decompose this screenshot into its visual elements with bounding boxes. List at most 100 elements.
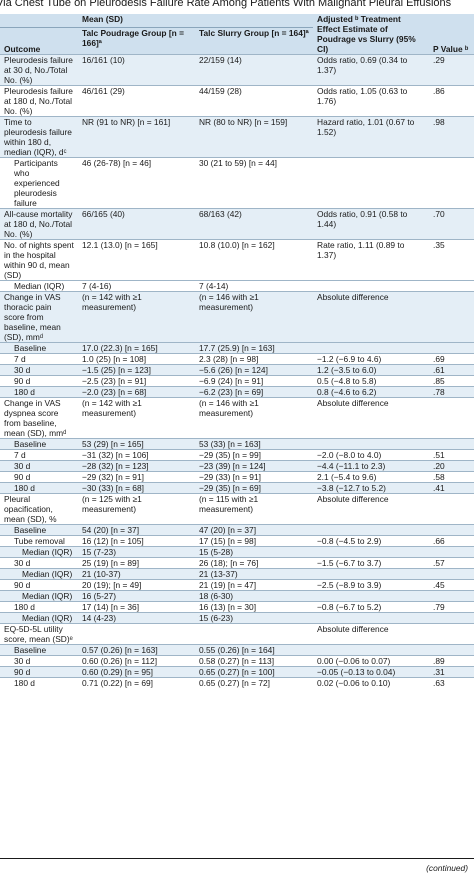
cell-outcome: 7 d bbox=[14, 450, 26, 460]
cell-p-value: .85 bbox=[433, 376, 445, 386]
cell-slurry: −23 (39) [n = 124] bbox=[195, 460, 314, 472]
table-row: Median (IQR) 15 (7-23) 15 (5-28) bbox=[0, 546, 474, 558]
table-row: Baseline 0.57 (0.26) [n = 163] 0.55 (0.26)… bbox=[0, 644, 474, 656]
cell-p-value bbox=[429, 158, 474, 209]
cell-poudrage: 20 (19); [n = 49] bbox=[82, 580, 142, 590]
cell-p-value: .69 bbox=[433, 354, 445, 364]
cell-poudrage: 54 (20) [n = 37] bbox=[78, 524, 195, 536]
cell-poudrage bbox=[78, 624, 195, 645]
table-row: 90 d −29 (32) [n = 91] −29 (33) [n = 91] 2.… bbox=[0, 471, 474, 483]
cell-p-value: .58 bbox=[433, 472, 445, 482]
table-row: 90 d −2.5 (23) [n = 91] −6.9 (24) [n = 91]… bbox=[0, 375, 474, 387]
cell-p-value bbox=[429, 342, 474, 354]
table-row: 180 d 0.71 (0.22) [n = 69] 0.65 (0.27) [n … bbox=[0, 677, 474, 689]
cell-effect: Odds ratio, 1.05 (0.63 to 1.76) bbox=[317, 86, 408, 106]
cell-effect: 0.00 (−0.06 to 0.07) bbox=[317, 656, 391, 666]
table-row: Median (IQR) 16 (5-27) 18 (6-30) bbox=[0, 590, 474, 602]
cell-outcome: Median (IQR) bbox=[0, 568, 78, 580]
table-row: Pleurodesis failure at 30 d, No./Total N… bbox=[0, 54, 474, 86]
cell-slurry: 15 (5-28) bbox=[195, 546, 314, 558]
cell-p-value bbox=[429, 644, 474, 656]
cell-outcome: 180 d bbox=[14, 678, 35, 688]
cell-slurry: −5.6 (26) [n = 124] bbox=[195, 364, 314, 376]
header-p-value: P Value ᵇ bbox=[429, 14, 474, 55]
cell-effect: Odds ratio, 0.69 (0.34 to 1.37) bbox=[313, 54, 430, 86]
cell-p-value bbox=[429, 524, 474, 536]
cell-p-value bbox=[429, 612, 474, 624]
cell-effect bbox=[313, 281, 429, 292]
cell-poudrage: 0.60 (0.29) [n = 95] bbox=[78, 666, 195, 678]
header-poudrage: Talc Poudrage Group [n = 166]ª bbox=[78, 27, 195, 55]
table-row: 7 d −31 (32) [n = 106] −29 (35) [n = 99] −2… bbox=[0, 449, 474, 461]
cell-outcome: Baseline bbox=[0, 524, 78, 536]
cell-p-value: .70 bbox=[429, 208, 474, 240]
cell-p-value: .41 bbox=[429, 482, 474, 494]
cell-slurry: NR (80 to NR) [n = 159] bbox=[195, 116, 314, 158]
cell-poudrage: (n = 125 with ≥1 measurement) bbox=[82, 494, 142, 514]
cell-outcome: No. of nights spent in the hospital with… bbox=[4, 240, 74, 280]
cell-effect: −4.4 (−11.1 to 2.3) bbox=[313, 460, 430, 472]
cell-slurry: 44/159 (28) bbox=[199, 86, 242, 96]
table-row: 90 d 0.60 (0.29) [n = 95] 0.65 (0.27) [n =… bbox=[0, 666, 474, 678]
cell-effect: −3.8 (−12.7 to 5.2) bbox=[313, 482, 430, 494]
cell-effect bbox=[313, 568, 430, 580]
cell-effect bbox=[313, 342, 430, 354]
cell-outcome: Baseline bbox=[0, 644, 78, 656]
cell-p-value bbox=[429, 546, 474, 558]
cell-outcome: Baseline bbox=[0, 342, 78, 354]
cell-effect: −2.5 (−8.9 to 3.9) bbox=[317, 580, 382, 590]
cell-p-value: .86 bbox=[433, 86, 445, 96]
cell-outcome: Change in VAS thoracic pain score from b… bbox=[0, 291, 78, 343]
cell-poudrage: 7 (4-16) bbox=[82, 281, 112, 291]
cell-effect: −0.05 (−0.13 to 0.04) bbox=[313, 666, 430, 678]
cell-p-value: .63 bbox=[433, 678, 445, 688]
cell-p-value bbox=[429, 624, 474, 645]
table-row: 180 d 17 (14) [n = 36] 16 (13) [n = 30] −0.… bbox=[0, 601, 474, 613]
cell-poudrage: 0.71 (0.22) [n = 69] bbox=[82, 678, 154, 688]
footer-rule bbox=[0, 858, 474, 859]
cell-p-value bbox=[429, 291, 474, 343]
cell-outcome: 30 d bbox=[14, 558, 31, 568]
cell-slurry: 17.7 (25.9) [n = 163] bbox=[195, 342, 314, 354]
cell-slurry: 26 (18); [n = 76] bbox=[199, 558, 259, 568]
results-table: Mean (SD) Adjusted ᵇ Treatment Effect Es… bbox=[0, 14, 474, 688]
cell-poudrage: 17 (14) [n = 36] bbox=[82, 602, 140, 612]
cell-p-value: .98 bbox=[429, 116, 474, 158]
cell-slurry: 0.55 (0.26) [n = 164] bbox=[195, 644, 314, 656]
cell-effect: Absolute difference bbox=[317, 624, 389, 634]
cell-slurry: 21 (13-37) bbox=[195, 568, 314, 580]
cell-outcome: 180 d bbox=[0, 386, 78, 398]
cell-poudrage: (n = 142 with ≥1 measurement) bbox=[78, 291, 195, 343]
table-row: EQ-5D-5L utility score, mean (SD)ᵉ Absolu… bbox=[0, 623, 474, 645]
table-row: Baseline 53 (29) [n = 165] 53 (33) [n = 16… bbox=[0, 438, 474, 450]
cell-poudrage: 16 (5-27) bbox=[78, 590, 195, 602]
cell-poudrage: 12.1 (13.0) [n = 165] bbox=[82, 240, 158, 250]
table-row: 180 d −2.0 (23) [n = 68] −6.2 (23) [n = 69… bbox=[0, 386, 474, 398]
cell-outcome: Pleurodesis failure at 30 d, No./Total N… bbox=[0, 54, 78, 86]
cell-poudrage: −30 (33) [n = 68] bbox=[78, 482, 195, 494]
cell-slurry: 21 (19) [n = 47] bbox=[199, 580, 257, 590]
cell-poudrage: 15 (7-23) bbox=[78, 546, 195, 558]
cell-poudrage: 0.57 (0.26) [n = 163] bbox=[78, 644, 195, 656]
header-effect: Adjusted ᵇ Treatment Effect Estimate of … bbox=[313, 14, 430, 55]
cell-slurry: 0.58 (0.27) [n = 113] bbox=[199, 656, 275, 666]
cell-effect: 0.5 (−4.8 to 5.8) bbox=[317, 376, 377, 386]
cell-slurry: 68/163 (42) bbox=[195, 208, 314, 240]
cell-poudrage: −29 (32) [n = 91] bbox=[82, 472, 144, 482]
table-row: No. of nights spent in the hospital with… bbox=[0, 239, 474, 281]
cell-slurry: 0.65 (0.27) [n = 72] bbox=[199, 678, 271, 688]
cell-slurry: 0.65 (0.27) [n = 100] bbox=[195, 666, 314, 678]
table-row: Change in VAS thoracic pain score from b… bbox=[0, 291, 474, 343]
cell-slurry: (n = 115 with ≥1 measurement) bbox=[199, 494, 259, 514]
table-row: 30 d −1.5 (25) [n = 123] −5.6 (26) [n = 12… bbox=[0, 364, 474, 376]
table-row: 90 d 20 (19); [n = 49] 21 (19) [n = 47] −2.… bbox=[0, 579, 474, 591]
table-title: Via Chest Tube on Pleurodesis Failure Ra… bbox=[0, 0, 452, 9]
cell-poudrage: 1.0 (25) [n = 108] bbox=[82, 354, 147, 364]
cell-poudrage: 17.0 (22.3) [n = 165] bbox=[78, 342, 195, 354]
cell-effect: Hazard ratio, 1.01 (0.67 to 1.52) bbox=[313, 116, 430, 158]
cell-outcome: Time to pleurodesis failure within 180 d… bbox=[0, 116, 78, 158]
cell-poudrage: 53 (29) [n = 165] bbox=[78, 438, 195, 450]
table-row: Median (IQR) 14 (4-23) 15 (6-23) bbox=[0, 612, 474, 624]
cell-poudrage: 16 (12) [n = 105] bbox=[82, 536, 144, 546]
cell-effect bbox=[313, 546, 430, 558]
